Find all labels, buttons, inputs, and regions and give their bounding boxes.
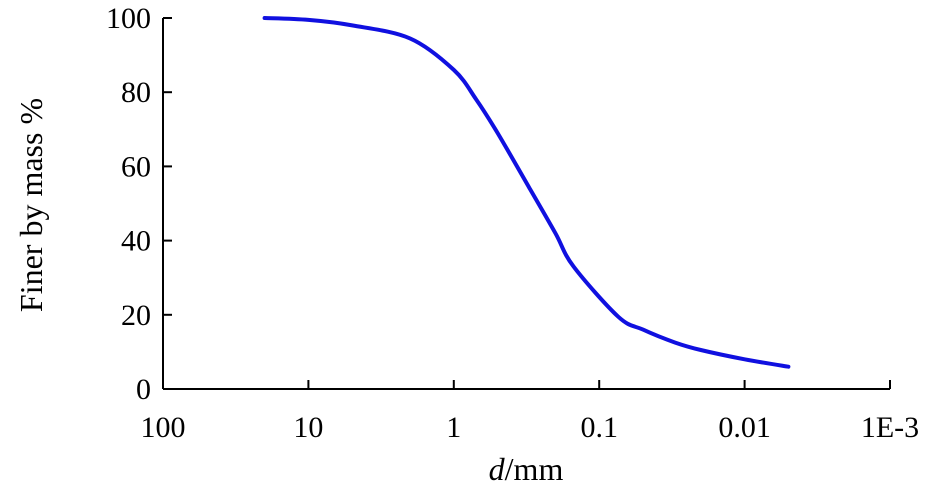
axes (162, 18, 890, 390)
y-ticks: 0 20 40 60 80 100 (106, 2, 172, 406)
x-tick-label: 1E-3 (861, 411, 919, 444)
y-tick-label: 80 (121, 76, 151, 109)
x-ticks: 100 10 1 0.1 0.01 1E-3 (141, 380, 919, 444)
x-tick-label: 1 (446, 411, 461, 444)
y-tick-label: 100 (106, 2, 151, 35)
y-tick-label: 0 (136, 373, 151, 406)
y-tick-label: 40 (121, 225, 151, 258)
x-axis-title: d/mm (489, 451, 564, 487)
x-tick-label: 0.1 (580, 411, 618, 444)
x-axis-title-italic: d (489, 451, 506, 487)
x-tick-label: 100 (141, 411, 186, 444)
x-tick-label: 0.01 (718, 411, 771, 444)
y-tick-label: 60 (121, 150, 151, 183)
y-tick-label: 20 (121, 299, 151, 332)
x-tick-label: 10 (293, 411, 323, 444)
series-line (262, 16, 791, 369)
x-axis-title-unit: /mm (505, 451, 564, 487)
series-layer (262, 16, 791, 369)
y-axis-title: Finer by mass % (13, 98, 49, 312)
